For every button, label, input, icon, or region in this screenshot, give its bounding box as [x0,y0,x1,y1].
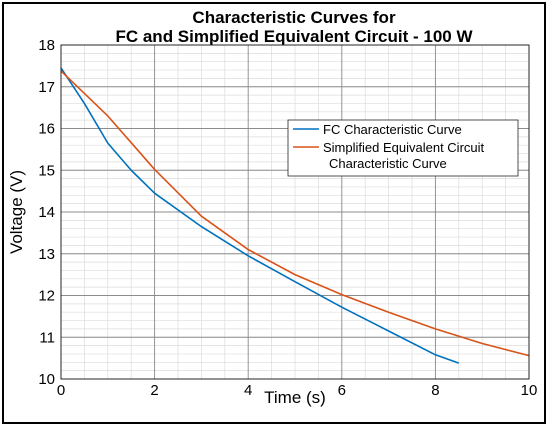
y-tick-label: 12 [38,288,55,305]
y-tick-label: 16 [38,121,55,138]
legend: FC Characteristic Curve Simplified Equiv… [287,119,519,177]
legend-label-sec-line1: Simplified Equivalent Circuit [323,140,485,155]
plot-border [60,44,530,380]
y-tick-label: 13 [38,246,55,263]
legend-label-fc: FC Characteristic Curve [323,122,462,137]
y-tick-label: 15 [38,162,55,179]
y-tick-label: 18 [38,37,55,54]
y-tick-label: 17 [38,79,55,96]
y-tick-label: 14 [38,204,55,221]
x-tick-label: 2 [150,382,158,399]
series-layer [60,67,530,364]
legend-label-sec-line2: Characteristic Curve [329,156,447,171]
x-tick-label: 8 [431,382,439,399]
x-axis-label: Time (s) [264,388,326,407]
chart-frame: Characteristic Curves for FC and Simplif… [2,2,546,424]
x-tick-labels: 0 2 4 6 8 10 [57,382,538,399]
x-tick-label: 10 [521,382,538,399]
series-line-fc [60,67,460,364]
legend-box [287,119,519,177]
x-tick-label: 4 [244,382,252,399]
line-chart: Characteristic Curves for FC and Simplif… [7,8,538,407]
y-tick-label: 10 [38,371,55,388]
series-line-simplified-circuit [60,70,530,357]
y-tick-label: 11 [39,329,55,346]
y-axis-label: Voltage (V) [7,170,26,254]
chart-title: Characteristic Curves for [192,8,396,27]
x-tick-label: 0 [57,382,65,399]
chart-subtitle: FC and Simplified Equivalent Circuit - 1… [115,27,473,46]
y-tick-labels: 10 11 12 13 14 15 16 17 18 [38,37,55,388]
x-tick-label: 6 [338,382,346,399]
